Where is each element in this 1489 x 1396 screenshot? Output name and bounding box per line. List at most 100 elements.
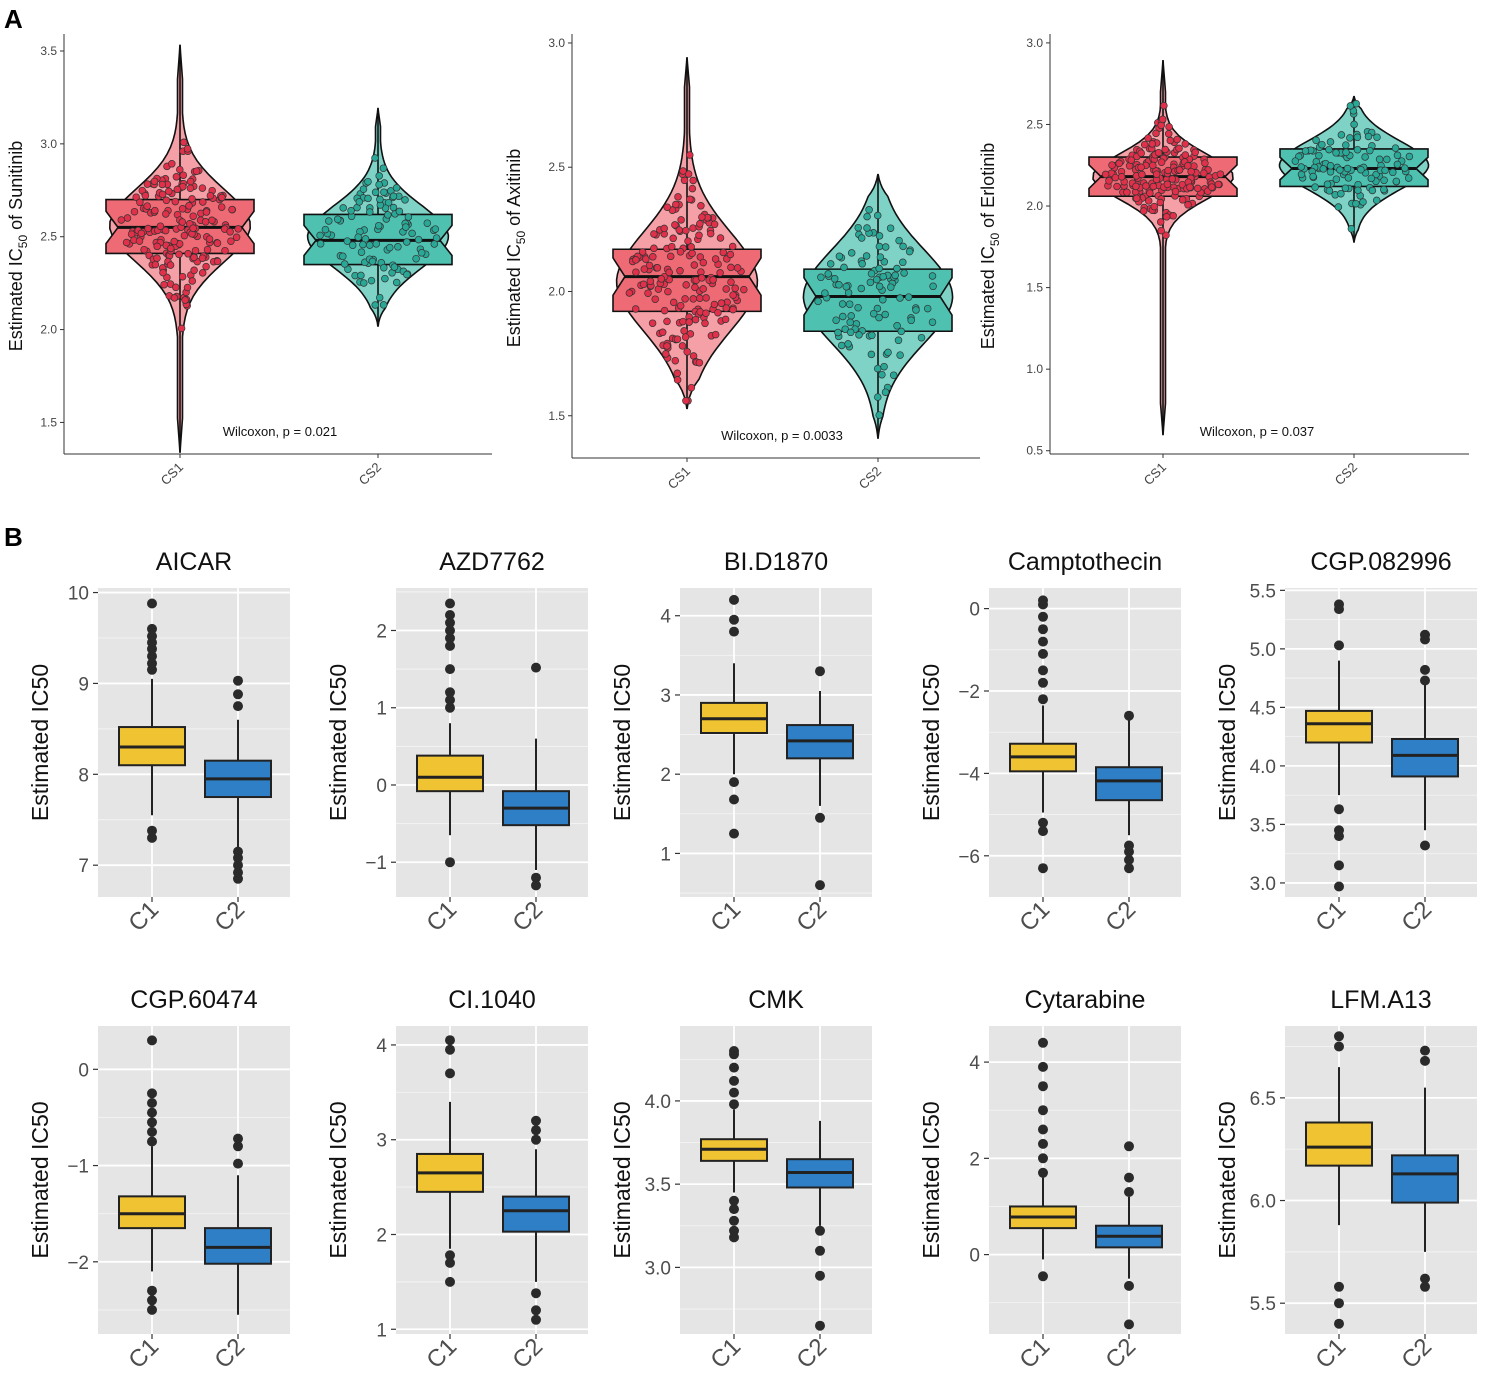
box-C2 <box>1391 1154 1459 1204</box>
data-point <box>181 296 189 304</box>
data-point <box>710 300 719 309</box>
data-point <box>706 229 715 238</box>
data-point <box>662 350 670 358</box>
outlier-point <box>1334 1298 1344 1309</box>
outlier-point <box>1334 1041 1344 1052</box>
data-point <box>198 254 207 262</box>
data-point <box>198 269 207 277</box>
x-tick-label: C1 <box>1014 896 1055 937</box>
y-axis-label-prefix: Estimated IC <box>978 246 998 349</box>
data-point <box>1184 201 1192 209</box>
data-point <box>839 312 847 321</box>
panel-a-label: A <box>4 4 23 34</box>
outlier-point <box>531 662 541 673</box>
y-tick-label: 8 <box>78 765 89 786</box>
data-point <box>374 221 383 230</box>
outlier-point <box>1038 636 1048 647</box>
data-point <box>625 289 634 297</box>
box-chart-cmk: CMK 3.0 3.5 4.0 Estimated IC50 C1 C2 <box>609 986 872 1374</box>
data-point <box>632 256 640 264</box>
outlier-point <box>1038 1105 1048 1116</box>
outlier-point <box>233 675 243 686</box>
outlier-point <box>445 1250 455 1261</box>
data-point <box>733 264 742 272</box>
data-point <box>1325 187 1334 195</box>
outlier-point <box>147 1035 157 1046</box>
y-tick-label: 4.0 <box>1250 757 1276 778</box>
outlier-point <box>815 1245 825 1256</box>
data-point <box>698 213 706 221</box>
data-point <box>677 216 685 224</box>
outlier-point <box>445 702 455 713</box>
box-C2 <box>1391 737 1459 778</box>
data-point <box>846 328 855 337</box>
data-point <box>188 277 197 285</box>
data-point <box>1341 184 1350 192</box>
data-point <box>702 294 710 302</box>
data-point <box>891 271 899 280</box>
data-point <box>821 289 829 297</box>
data-point <box>1187 167 1195 176</box>
outlier-point <box>1420 629 1430 640</box>
data-point <box>709 276 717 284</box>
data-point <box>166 261 175 269</box>
data-point <box>729 291 737 299</box>
y-tick-label: 1.0 <box>1026 362 1043 376</box>
data-point <box>1115 159 1123 168</box>
outlier-point <box>1038 1124 1048 1135</box>
data-point <box>1337 131 1346 139</box>
data-point <box>1166 136 1175 145</box>
outlier-point <box>445 625 455 636</box>
box-C2 <box>502 1195 570 1233</box>
y-tick-label: 1.5 <box>1026 281 1043 295</box>
data-point <box>905 247 914 256</box>
data-point <box>854 223 862 232</box>
data-point <box>316 240 325 248</box>
x-tick-label: C2 <box>1100 896 1141 937</box>
outlier-point <box>147 651 157 662</box>
data-point <box>701 319 709 328</box>
data-point <box>649 253 657 261</box>
data-point <box>1157 226 1165 235</box>
y-axis-label: Estimated IC50 of Sunitinib <box>6 141 30 351</box>
x-tick-label: C2 <box>1396 896 1437 937</box>
data-point <box>1201 159 1209 167</box>
data-point <box>695 358 704 367</box>
data-point <box>150 177 159 186</box>
data-point <box>1171 187 1180 196</box>
data-point <box>632 268 640 276</box>
data-point <box>1105 177 1113 185</box>
data-point <box>232 233 241 242</box>
y-axis-label: Estimated IC50 <box>325 664 351 821</box>
y-tick-label: 2.5 <box>548 160 565 174</box>
data-point <box>366 208 374 216</box>
outlier-point <box>147 631 157 642</box>
data-point <box>394 243 402 251</box>
data-point <box>392 278 401 287</box>
data-point <box>1342 148 1350 157</box>
data-point <box>889 371 898 379</box>
data-point <box>673 376 682 384</box>
y-tick-label: 1 <box>376 699 387 720</box>
outlier-point <box>445 598 455 609</box>
data-point <box>1332 175 1341 183</box>
data-point <box>727 278 735 286</box>
y-axis-label-sub: 50 <box>988 233 1002 247</box>
data-point <box>1162 231 1170 239</box>
box-chart-cgp60474: CGP.60474 −2 −1 0 Estimated IC50 C1 C2 <box>27 986 290 1374</box>
outlier-point <box>1038 648 1048 659</box>
data-point <box>875 232 884 240</box>
data-point <box>339 204 347 212</box>
data-point <box>1186 183 1194 191</box>
data-point <box>1162 213 1171 221</box>
data-point <box>380 188 388 196</box>
outlier-point <box>445 617 455 628</box>
data-point <box>1380 176 1388 185</box>
data-point <box>347 207 355 215</box>
y-tick-label: −6 <box>958 847 980 868</box>
data-point <box>132 193 140 201</box>
data-point <box>642 255 650 263</box>
outlier-point <box>1038 1271 1048 1282</box>
outlier-point <box>233 1158 243 1169</box>
outlier-point <box>729 1225 739 1236</box>
